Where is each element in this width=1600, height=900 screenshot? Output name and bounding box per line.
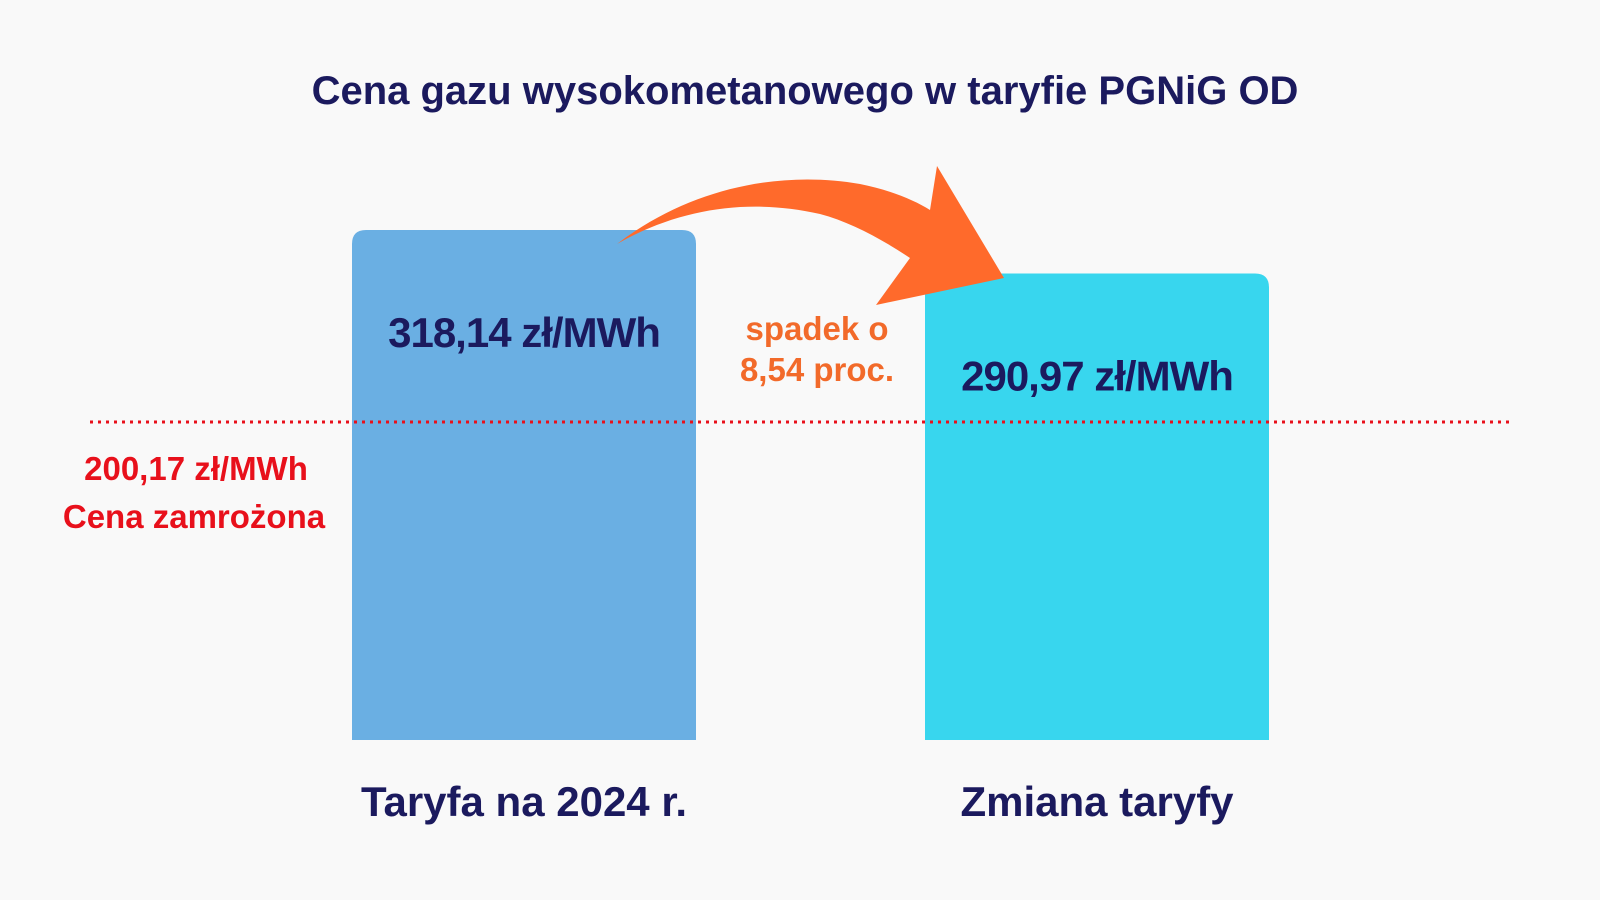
bar-1 bbox=[352, 230, 696, 740]
chart-title: Cena gazu wysokometanowego w taryfie PGN… bbox=[312, 69, 1299, 113]
category-label-2: Zmiana taryfy bbox=[960, 778, 1234, 825]
change-annotation-line1: spadek o bbox=[745, 310, 888, 347]
change-arrow bbox=[617, 166, 1004, 305]
bar-2 bbox=[925, 273, 1269, 740]
bar-value-label-2: 290,97 zł/MWh bbox=[961, 353, 1233, 400]
change-annotation-line2: 8,54 proc. bbox=[740, 351, 894, 388]
frozen-price-text-label: Cena zamrożona bbox=[63, 498, 326, 535]
category-label-1: Taryfa na 2024 r. bbox=[361, 778, 687, 825]
bar-value-label-1: 318,14 zł/MWh bbox=[388, 309, 660, 356]
frozen-price-value-label: 200,17 zł/MWh bbox=[84, 450, 308, 487]
